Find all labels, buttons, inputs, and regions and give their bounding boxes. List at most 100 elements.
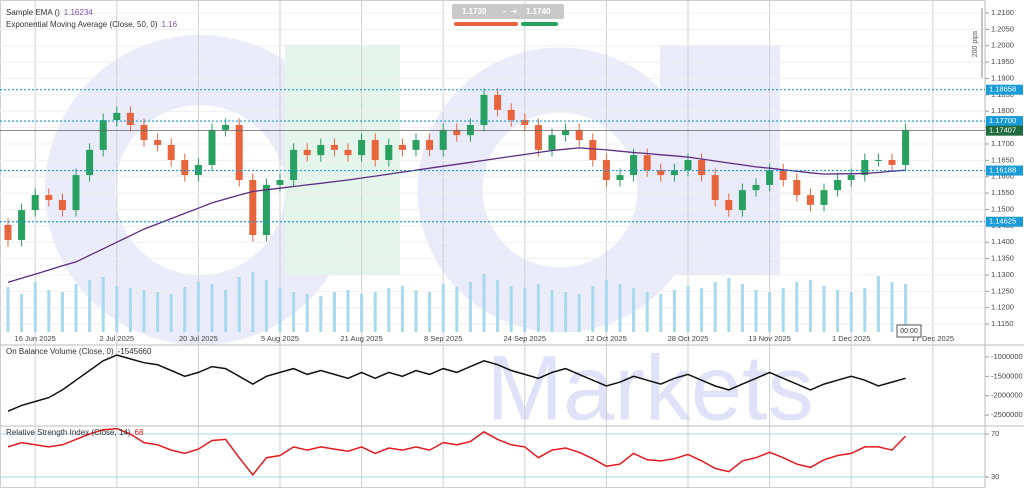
candle-body	[602, 160, 610, 180]
candle-body	[317, 144, 325, 156]
y-tick-label: -1000000	[991, 352, 1023, 361]
candle-body	[847, 175, 855, 180]
y-tick-label: 1.1600	[991, 172, 1014, 181]
candle-body	[752, 184, 760, 191]
volume-bar	[360, 294, 364, 332]
volume-bar	[536, 284, 540, 332]
pane-title: Relative Strength Index (Close, 14)	[6, 428, 131, 437]
sell-button[interactable]	[452, 4, 518, 19]
candle-body	[426, 140, 434, 150]
candle-body	[521, 120, 529, 125]
volume-bar	[332, 292, 336, 332]
candle-body	[766, 170, 774, 185]
y-tick-label: 30	[991, 472, 999, 481]
price-label: 1.16188	[989, 166, 1016, 175]
study-name: Sample EMA ()	[6, 8, 60, 17]
y-tick-label: 1.1250	[991, 286, 1014, 295]
legend-value: 1.16	[162, 20, 178, 29]
sell-bar	[454, 22, 518, 26]
price-label-box	[986, 116, 1023, 127]
volume-bar	[60, 292, 64, 332]
volume-bar	[74, 284, 78, 332]
volume-bar	[890, 282, 894, 332]
candle-body	[507, 109, 515, 121]
candle-body	[439, 129, 447, 150]
y-tick-label: 1.1500	[991, 204, 1014, 213]
candle-body	[738, 190, 746, 211]
candle-body	[711, 175, 719, 200]
volume-bar	[305, 294, 309, 332]
candle-body	[548, 135, 556, 150]
candle-body	[154, 140, 162, 145]
study-value: 1.16234	[64, 8, 93, 17]
x-tick-label: 2 Jul 2025	[99, 334, 134, 343]
volume-bar	[482, 274, 486, 332]
buy-price[interactable]: 1.1740	[526, 7, 551, 16]
price-label-box	[986, 216, 1023, 227]
candle-body	[684, 160, 692, 171]
price-label-box	[986, 84, 1023, 95]
legend-value: 68	[135, 428, 144, 437]
candle-body	[589, 140, 597, 161]
buy-button[interactable]	[506, 4, 564, 19]
y-tick-label: -2000000	[991, 391, 1023, 400]
candle-body	[725, 199, 733, 211]
price-label: 1.14625	[989, 217, 1016, 226]
last-price-box	[986, 125, 1023, 136]
candle-body	[181, 160, 189, 176]
candle-body	[45, 195, 53, 200]
volume-bar	[822, 286, 826, 332]
volume-bar	[904, 284, 908, 332]
candle-body	[194, 164, 202, 176]
candle-body	[4, 224, 12, 240]
x-tick-label: 5 Aug 2025	[261, 334, 299, 343]
volume-bar	[577, 294, 581, 332]
sell-price[interactable]: 1.1739	[462, 7, 487, 16]
x-tick-label: 24 Sep 2025	[504, 334, 547, 343]
volume-bar	[142, 290, 146, 332]
candle-body	[167, 144, 175, 161]
ema-legend: Exponential Moving Average (Close, 50, 0…	[6, 20, 178, 29]
y-tick-label: 1.1550	[991, 188, 1014, 197]
time-tag: 00:00	[900, 328, 918, 335]
candle-body	[902, 129, 910, 165]
candle-body	[385, 144, 393, 161]
volume-bar	[400, 286, 404, 332]
volume-bar	[264, 280, 268, 332]
volume-bar	[169, 294, 173, 332]
pane-title: On Balance Volume (Close, 0)	[6, 347, 114, 356]
scale-note: 200 pips	[972, 30, 979, 57]
y-tick-label: 1.1200	[991, 303, 1014, 312]
candle-body	[562, 129, 570, 136]
candle-body	[86, 149, 94, 176]
price-label-box	[986, 165, 1023, 176]
time-tag-box	[896, 324, 922, 338]
volume-bar	[754, 290, 758, 332]
volume-bar	[278, 288, 282, 332]
volume-bar	[496, 280, 500, 332]
x-tick-label: 21 Aug 2025	[341, 334, 383, 343]
indicator-line	[7, 354, 906, 412]
candle-body	[222, 124, 230, 130]
candle-body	[779, 170, 787, 180]
candle-body	[398, 144, 406, 150]
candle-body	[480, 94, 488, 125]
indicator-line	[7, 427, 907, 477]
volume-bar	[509, 286, 513, 332]
volume-bar	[876, 276, 880, 332]
candle-body	[262, 184, 270, 236]
right-axis-bg	[985, 0, 1024, 488]
candle-body	[126, 112, 134, 125]
volume-bar	[808, 280, 812, 332]
candle-body	[58, 199, 66, 211]
candle-body	[494, 94, 502, 110]
candle-body	[888, 160, 896, 165]
volume-bar	[441, 284, 445, 332]
candle-body	[140, 124, 148, 141]
y-tick-label: -2500000	[991, 410, 1023, 419]
candle-body	[466, 124, 474, 136]
candle-body	[276, 179, 284, 185]
candle-body	[616, 175, 624, 180]
